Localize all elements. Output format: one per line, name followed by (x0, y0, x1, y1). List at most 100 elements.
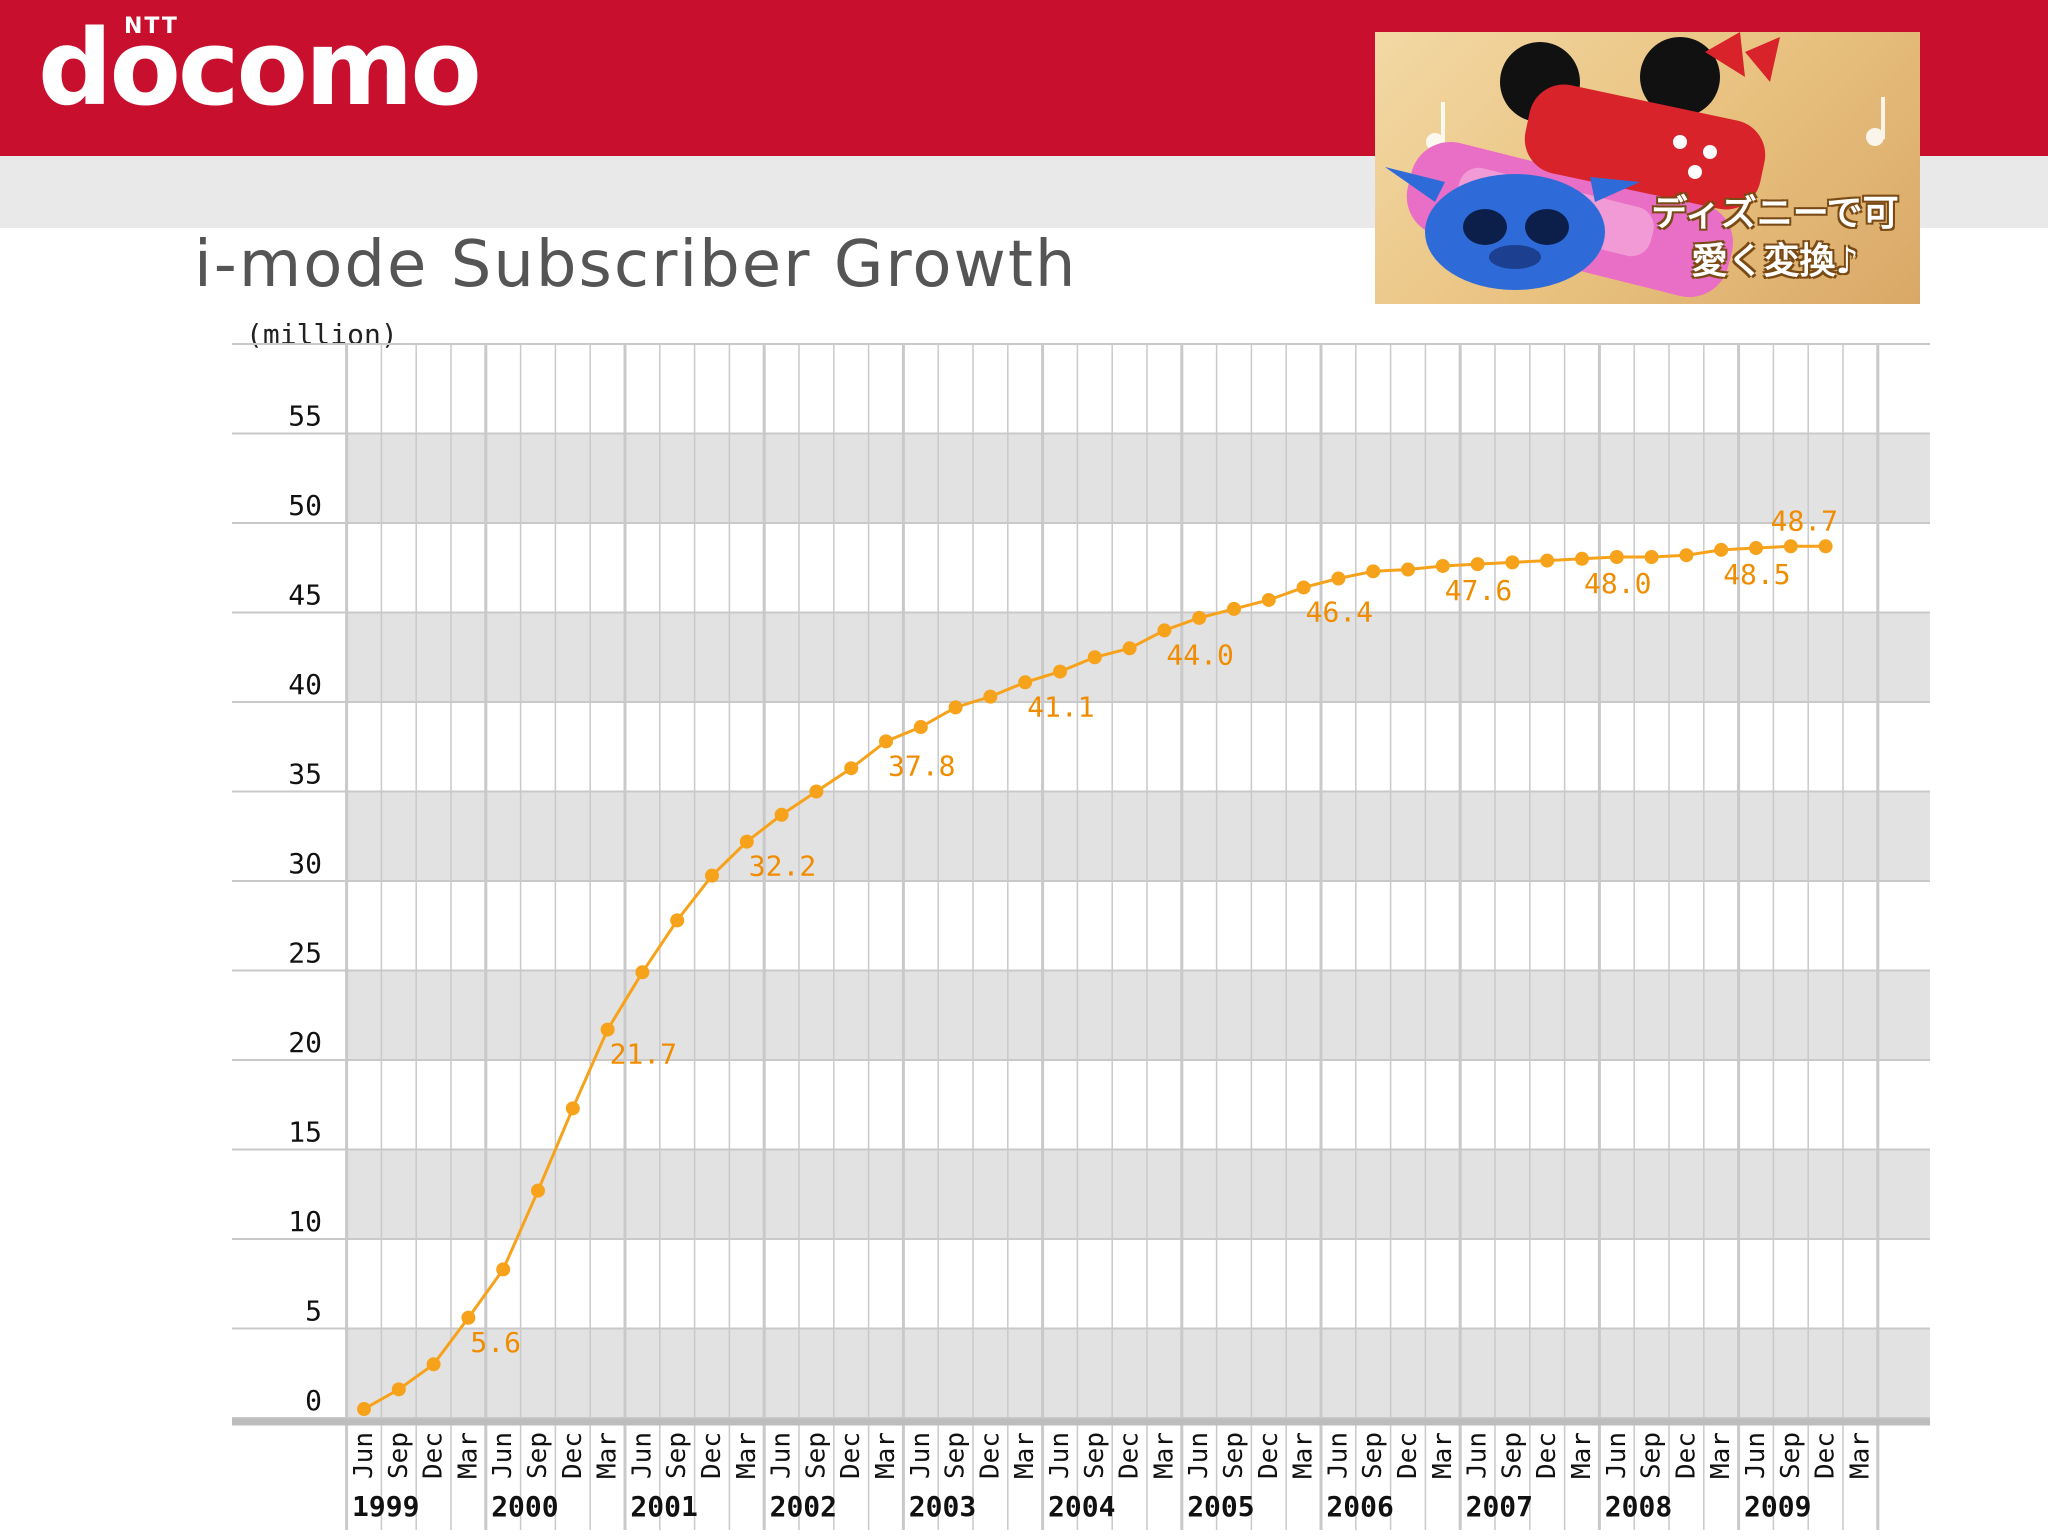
x-tick-month: Sep (941, 1432, 971, 1479)
x-tick-month: Mar (732, 1432, 762, 1479)
x-tick-month: Dec (836, 1432, 866, 1479)
x-tick-year: 2008 (1605, 1490, 1672, 1523)
y-tick-label: 35 (288, 758, 322, 791)
data-point (1122, 641, 1137, 656)
x-tick-month: Jun (1323, 1432, 1353, 1479)
x-tick-month: Jun (349, 1432, 379, 1479)
x-tick-month: Dec (419, 1432, 449, 1479)
data-point (1749, 541, 1763, 556)
x-tick-year: 2007 (1466, 1490, 1533, 1523)
data-point (600, 1022, 615, 1037)
x-tick-month: Jun (627, 1432, 657, 1479)
x-tick-month: Mar (1567, 1432, 1597, 1479)
x-tick-month: Jun (1741, 1432, 1771, 1479)
data-point (1366, 564, 1381, 579)
x-tick-month: Dec (1811, 1432, 1841, 1479)
data-point (496, 1262, 511, 1277)
x-tick-month: Dec (1532, 1432, 1562, 1479)
x-tick-month: Dec (558, 1432, 588, 1479)
x-tick-month: Dec (1254, 1432, 1284, 1479)
stitch-charm-shape (1385, 167, 1640, 290)
data-label: 41.1 (1027, 690, 1094, 723)
data-point (1018, 675, 1033, 690)
minnie-charm-shape (1500, 32, 1780, 210)
grid-band (346, 970, 1930, 1060)
data-point (1609, 550, 1624, 565)
y-tick-label: 5 (305, 1295, 322, 1328)
data-label: 48.7 (1771, 504, 1838, 537)
data-label: 5.6 (470, 1326, 521, 1359)
x-tick-month: Sep (1080, 1432, 1110, 1479)
music-note-icon (1866, 97, 1885, 146)
data-label: 44.0 (1166, 638, 1233, 671)
x-tick-month: Sep (384, 1432, 414, 1479)
data-label: 21.7 (610, 1038, 677, 1071)
y-tick-label: 10 (288, 1205, 322, 1238)
data-point (531, 1183, 545, 1198)
data-point (1714, 542, 1729, 557)
x-tick-month: Mar (1149, 1432, 1179, 1479)
x-tick-month: Sep (1497, 1432, 1527, 1479)
grid-band (346, 1149, 1930, 1239)
x-tick-year: 2009 (1744, 1490, 1811, 1523)
data-point (844, 761, 859, 776)
data-label: 48.5 (1723, 558, 1790, 591)
data-point (1401, 562, 1415, 577)
data-point (1157, 623, 1172, 638)
y-tick-label: 15 (288, 1116, 322, 1149)
x-tick-month: Dec (1115, 1432, 1145, 1479)
data-point (739, 834, 754, 849)
y-tick-label: 40 (288, 668, 322, 701)
data-point (879, 734, 893, 749)
x-tick-month: Dec (1671, 1432, 1701, 1479)
x-tick-month: Mar (593, 1432, 623, 1479)
x-tick-month: Mar (1010, 1432, 1040, 1479)
x-tick-month: Jun (488, 1432, 518, 1479)
x-tick-year: 1999 (352, 1490, 419, 1523)
x-tick-year: 2001 (630, 1490, 697, 1523)
grid-band (346, 1328, 1930, 1418)
x-tick-month: Sep (662, 1432, 692, 1479)
x-tick-month: Jun (1463, 1432, 1493, 1479)
data-point (1261, 592, 1276, 607)
ad-banner[interactable]: ディズニーで可愛く変換♪ (1375, 32, 1920, 304)
data-point (1296, 580, 1311, 595)
data-point (809, 784, 824, 799)
data-label: 37.8 (888, 749, 955, 782)
y-axis-label: (million) (246, 318, 398, 351)
data-point (948, 700, 963, 715)
x-tick-month: Jun (1184, 1432, 1214, 1479)
data-point (1192, 610, 1207, 625)
data-point (1087, 650, 1102, 665)
data-point (1575, 551, 1589, 566)
y-tick-label: 55 (288, 400, 322, 433)
data-point (1540, 553, 1555, 568)
data-point (461, 1310, 476, 1325)
x-tick-month: Dec (697, 1432, 727, 1479)
x-tick-month: Mar (1289, 1432, 1319, 1479)
data-point (1818, 539, 1833, 554)
data-label: 32.2 (749, 850, 816, 883)
y-tick-label: 0 (305, 1384, 322, 1417)
data-point (670, 913, 685, 928)
data-label: 47.6 (1445, 574, 1512, 607)
data-label: 48.0 (1584, 567, 1651, 600)
x-tick-year: 2003 (909, 1490, 976, 1523)
data-point (635, 965, 650, 980)
x-tick-year: 2004 (1048, 1490, 1115, 1523)
data-label: 46.4 (1306, 595, 1373, 628)
x-tick-month: Mar (1706, 1432, 1736, 1479)
x-tick-month: Mar (1845, 1432, 1875, 1479)
x-tick-month: Sep (801, 1432, 831, 1479)
grid-band (346, 433, 1930, 523)
data-point (1679, 548, 1694, 563)
ad-caption[interactable]: ディズニーで可愛く変換♪ (1651, 193, 1899, 282)
data-point (1331, 571, 1346, 586)
data-point (426, 1357, 441, 1372)
x-tick-month: Sep (1776, 1432, 1806, 1479)
data-point (1053, 664, 1067, 679)
x-tick-month: Sep (1358, 1432, 1388, 1479)
x-tick-year: 2000 (491, 1490, 558, 1523)
y-tick-label: 50 (288, 489, 322, 522)
docomo-logo[interactable]: docomo (38, 7, 482, 129)
